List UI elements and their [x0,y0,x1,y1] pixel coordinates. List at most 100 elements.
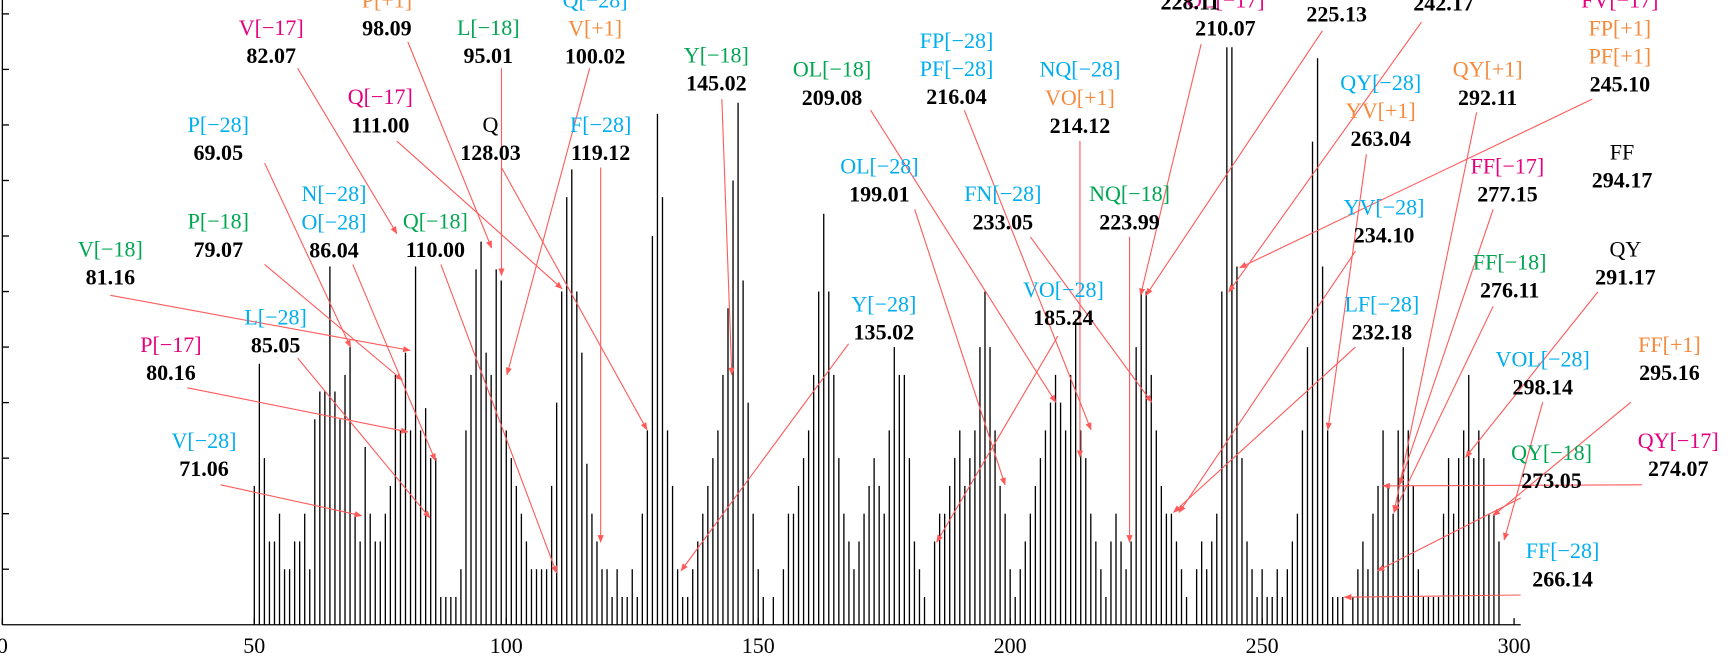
arrow [1145,30,1323,296]
fragment-mass: 225.13 [1306,2,1367,27]
fragment-mass: 69.05 [194,140,244,165]
fragment-label: OL[−18] [793,57,871,82]
fragment-mass: 86.04 [309,237,359,262]
fragment-mass: 135.02 [854,319,915,344]
arrow [1393,306,1494,514]
fragment-label: FF[−28] [1526,538,1600,563]
fragment-label: P[−18] [188,209,249,234]
fragment-label: OL[−17] [1186,0,1264,12]
labels: V[−17] 82.07 P[+1] 98.09 L[−18] 95.01 Q[−28] V[… [78,0,1719,591]
fragment-mass: 145.02 [686,70,747,95]
fragment-label: QY[+1] [1453,57,1523,82]
fragment-mass: 245.10 [1590,72,1651,97]
x-tick-label: 150 [742,633,775,658]
fragment-label: FP[+1] [1589,15,1652,40]
axes: 0 50 100 150 200 250 300 [0,13,1531,658]
fragment-label: FF [1610,139,1635,164]
x-tick-label: 50 [243,633,265,658]
fragment-label: QY[−28] [1340,70,1421,95]
arrow [505,68,591,376]
arrow [1376,497,1521,572]
fragment-label: FF[+1] [1638,332,1701,357]
fragment-mass: 291.17 [1595,264,1656,289]
fragment-label: V[−28] [172,428,237,453]
arrow [1228,21,1422,293]
fragment-mass: 80.16 [146,360,196,385]
fragment-mass: 214.12 [1050,113,1111,138]
fragment-mass: 82.07 [246,43,296,68]
fragment-mass: 111.00 [351,112,409,137]
fragment-label: PF[+1] [1589,43,1652,68]
arrow [1178,250,1356,513]
fragment-label: LF[−28] [1344,291,1419,316]
arrow [501,167,648,431]
arrow [1492,401,1632,517]
fragment-label: V[−17] [239,15,304,40]
arrow [187,387,409,434]
fragment-mass: 263.04 [1350,126,1411,151]
fragment-mass: 295.16 [1639,360,1700,385]
fragment-label: L[−28] [244,305,307,330]
fragment-label: P[−28] [188,112,249,137]
fragment-label: VO[−28] [1023,277,1104,302]
fragment-mass: 119.12 [571,140,630,165]
fragment-mass: 79.07 [194,237,244,262]
arrows [110,21,1642,601]
fragment-label: FF[−18] [1473,250,1547,275]
fragment-label: YV[−28] [1344,194,1425,219]
fragment-mass: 273.05 [1521,468,1582,493]
fragment-label: Q [483,112,499,137]
fragment-label: VOL[−28] [1496,346,1590,371]
arrow [352,264,436,462]
fragment-mass: 223.99 [1099,209,1160,234]
fragment-mass: 210.07 [1195,15,1256,40]
fragment-label: P[+1] [362,0,412,12]
fragment-mass: 274.07 [1648,456,1709,481]
arrow [1382,482,1642,489]
arrow [1139,43,1202,297]
fragment-mass: 276.11 [1480,278,1539,303]
fragment-label: L[−18] [457,15,520,40]
fragment-label: Y[−18] [684,42,749,67]
fragment-mass: 292.11 [1458,85,1517,110]
x-tick-label: 250 [1246,633,1279,658]
fragment-mass: 233.05 [973,209,1034,234]
fragment-mass: 95.01 [464,43,514,68]
fragment-mass: 128.03 [460,140,521,165]
fragment-mass: 294.17 [1592,167,1653,192]
arrow [220,484,363,518]
fragment-label: FV[−17] [1581,0,1658,12]
arrow [264,162,352,348]
arrow [396,140,563,290]
arrow [1398,209,1494,486]
arrow [297,68,398,235]
fragment-label: FP[−28] [920,28,994,53]
arrow [1343,594,1521,601]
fragment-label: PF[−28] [920,56,994,81]
arrow [264,264,403,381]
fragment-mass: 234.10 [1354,223,1415,248]
x-tick-label: 200 [994,633,1027,658]
fragment-label: QY[−17] [1638,428,1719,453]
fragment-label: FN[−28] [964,181,1041,206]
arrow [1325,154,1367,431]
fragment-mass: 100.02 [565,43,626,68]
arrow [1503,402,1544,541]
fragment-label: VO[+1] [1045,85,1115,110]
fragment-mass: 209.08 [802,85,863,110]
fragment-mass: 277.15 [1477,182,1538,207]
x-tick-label: 0 [0,633,8,658]
fragment-mass: 185.24 [1033,305,1094,330]
fragment-label: OL[−28] [840,154,918,179]
arrow [1465,291,1599,458]
fragment-mass: 216.04 [926,84,987,109]
fragment-label: Y[−28] [851,291,916,316]
fragment-label: Q[−18] [403,209,468,234]
fragment-mass: 71.06 [179,456,229,481]
arrow [914,209,1006,486]
arrow [1239,98,1593,269]
fragment-label: O[−28] [302,209,367,234]
arrow [1173,346,1356,513]
